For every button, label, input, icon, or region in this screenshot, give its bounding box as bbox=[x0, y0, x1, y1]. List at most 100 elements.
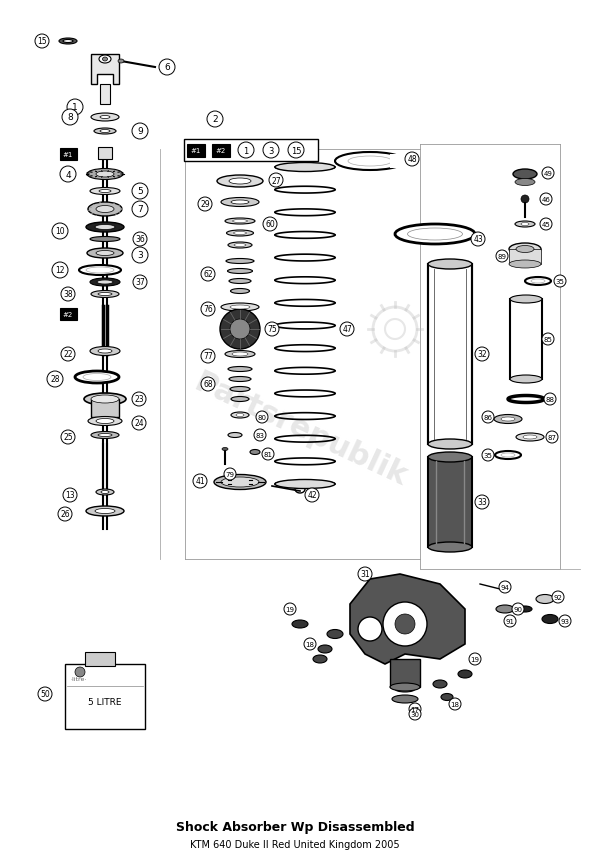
Text: 85: 85 bbox=[543, 337, 552, 343]
Ellipse shape bbox=[509, 244, 541, 256]
Ellipse shape bbox=[395, 225, 475, 245]
Ellipse shape bbox=[96, 207, 114, 214]
Bar bbox=[65, 664, 145, 729]
Ellipse shape bbox=[90, 189, 120, 195]
Ellipse shape bbox=[96, 251, 114, 257]
Text: KTM 640 Duke II Red United Kingdom 2005: KTM 640 Duke II Red United Kingdom 2005 bbox=[190, 839, 400, 849]
Bar bbox=[390, 660, 420, 687]
Ellipse shape bbox=[234, 232, 247, 235]
Text: 7: 7 bbox=[137, 205, 143, 214]
Ellipse shape bbox=[229, 377, 251, 382]
Circle shape bbox=[409, 703, 421, 715]
Ellipse shape bbox=[221, 478, 259, 487]
Ellipse shape bbox=[501, 418, 515, 422]
Bar bbox=[390, 155, 410, 169]
Text: 76: 76 bbox=[203, 305, 213, 314]
Text: 24: 24 bbox=[134, 419, 144, 428]
Ellipse shape bbox=[428, 453, 472, 462]
Ellipse shape bbox=[518, 606, 532, 612]
Ellipse shape bbox=[103, 58, 107, 62]
Text: 18: 18 bbox=[451, 701, 460, 707]
Text: 1: 1 bbox=[72, 103, 78, 113]
Ellipse shape bbox=[275, 480, 335, 489]
Circle shape bbox=[61, 348, 75, 362]
Text: 30: 30 bbox=[411, 711, 419, 717]
Circle shape bbox=[193, 474, 207, 488]
Ellipse shape bbox=[228, 367, 252, 372]
Text: 26: 26 bbox=[60, 510, 70, 519]
Circle shape bbox=[499, 581, 511, 593]
Circle shape bbox=[269, 174, 283, 188]
Circle shape bbox=[482, 412, 494, 424]
Circle shape bbox=[449, 698, 461, 710]
Ellipse shape bbox=[516, 246, 534, 253]
Ellipse shape bbox=[226, 259, 254, 264]
Circle shape bbox=[132, 201, 148, 218]
Circle shape bbox=[496, 251, 508, 263]
FancyBboxPatch shape bbox=[60, 149, 77, 161]
Ellipse shape bbox=[348, 157, 392, 167]
Ellipse shape bbox=[428, 439, 472, 449]
Ellipse shape bbox=[90, 347, 120, 356]
Circle shape bbox=[201, 350, 215, 363]
Circle shape bbox=[475, 348, 489, 362]
Text: 25: 25 bbox=[63, 433, 73, 442]
Bar bbox=[428, 264, 472, 444]
Ellipse shape bbox=[98, 293, 112, 296]
Bar bbox=[98, 148, 112, 160]
Ellipse shape bbox=[232, 220, 247, 223]
Text: #2: #2 bbox=[63, 312, 73, 318]
Ellipse shape bbox=[395, 686, 415, 692]
Text: #2: #2 bbox=[216, 148, 226, 154]
Ellipse shape bbox=[318, 645, 332, 653]
Circle shape bbox=[540, 219, 552, 231]
Ellipse shape bbox=[458, 670, 472, 678]
Ellipse shape bbox=[441, 694, 453, 701]
Ellipse shape bbox=[229, 279, 251, 284]
Circle shape bbox=[198, 198, 212, 212]
Ellipse shape bbox=[292, 620, 308, 629]
Ellipse shape bbox=[101, 491, 109, 494]
Text: 36: 36 bbox=[135, 235, 145, 245]
Text: 1: 1 bbox=[244, 146, 248, 155]
Bar bbox=[428, 457, 472, 548]
Ellipse shape bbox=[335, 152, 405, 170]
Polygon shape bbox=[350, 574, 465, 664]
Text: 43: 43 bbox=[473, 235, 483, 245]
Circle shape bbox=[75, 667, 85, 678]
Text: 32: 32 bbox=[477, 350, 487, 359]
Ellipse shape bbox=[86, 223, 124, 232]
Ellipse shape bbox=[90, 279, 120, 287]
Circle shape bbox=[256, 412, 268, 424]
Circle shape bbox=[238, 143, 254, 158]
Text: 31: 31 bbox=[360, 570, 370, 579]
Circle shape bbox=[521, 195, 529, 204]
Text: 93: 93 bbox=[560, 618, 569, 624]
Bar bbox=[184, 139, 318, 162]
Ellipse shape bbox=[95, 509, 115, 514]
Ellipse shape bbox=[313, 655, 327, 663]
Text: 33: 33 bbox=[477, 498, 487, 507]
Circle shape bbox=[201, 378, 215, 392]
Text: 80: 80 bbox=[257, 414, 267, 420]
Text: 41: 41 bbox=[195, 477, 205, 486]
Text: 9: 9 bbox=[137, 127, 143, 136]
Ellipse shape bbox=[501, 454, 515, 457]
Circle shape bbox=[546, 431, 558, 443]
Text: 35: 35 bbox=[484, 453, 493, 458]
Ellipse shape bbox=[222, 448, 228, 451]
Text: 89: 89 bbox=[497, 254, 506, 260]
Ellipse shape bbox=[100, 130, 110, 133]
Circle shape bbox=[201, 303, 215, 317]
Ellipse shape bbox=[91, 432, 119, 439]
Text: 46: 46 bbox=[542, 197, 550, 202]
Bar bbox=[100, 85, 110, 105]
FancyBboxPatch shape bbox=[212, 145, 230, 158]
Ellipse shape bbox=[221, 198, 259, 208]
Text: 27: 27 bbox=[271, 177, 281, 185]
Ellipse shape bbox=[99, 56, 111, 64]
Circle shape bbox=[544, 393, 556, 406]
Circle shape bbox=[405, 152, 419, 167]
Circle shape bbox=[220, 310, 260, 350]
Text: 60: 60 bbox=[265, 220, 275, 229]
